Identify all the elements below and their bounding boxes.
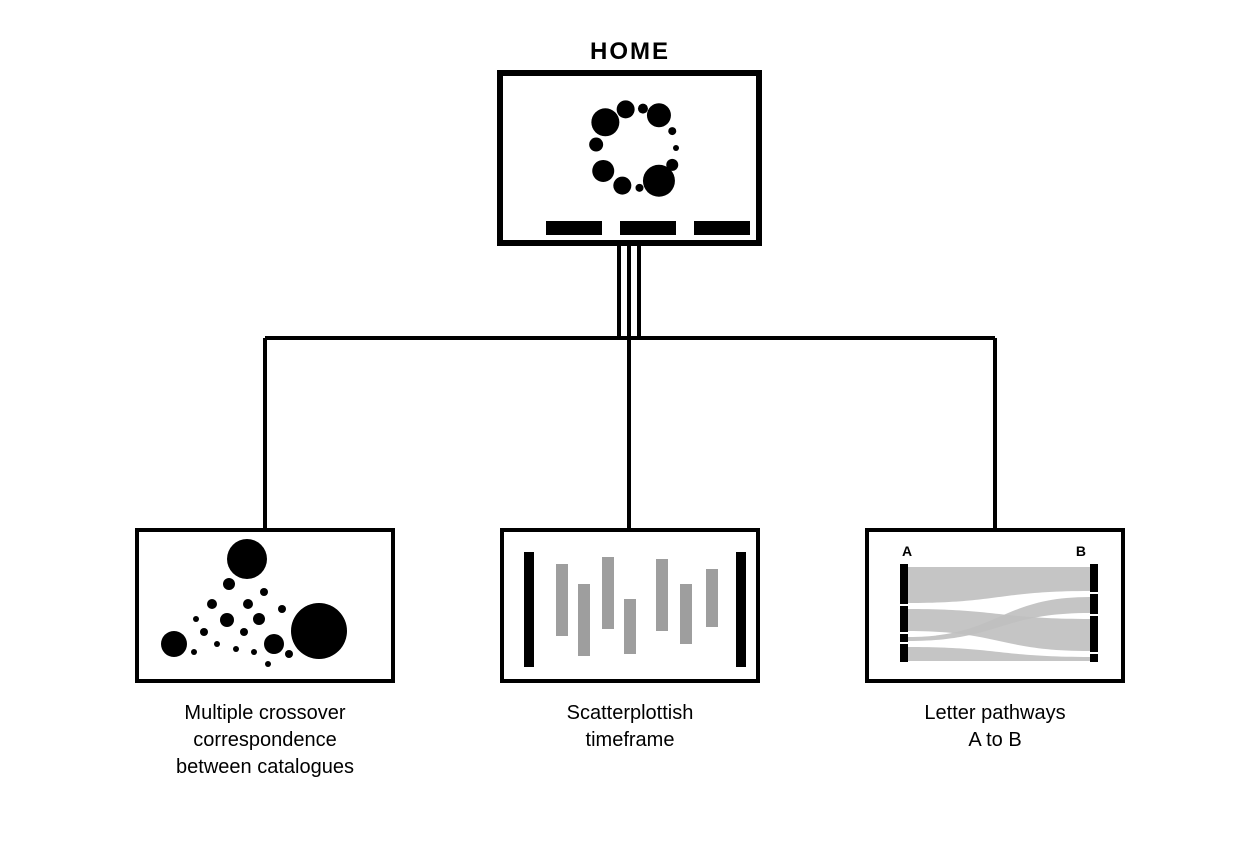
home-graphic: [503, 76, 768, 252]
bubbles-caption: Multiple crossovercorrespondencebetween …: [115, 700, 415, 781]
pathways-graphic: AB: [869, 532, 1129, 687]
bubbles-graphic: [139, 532, 399, 687]
timeframe-panel: [500, 528, 760, 683]
home-panel: [497, 70, 762, 246]
pathways-caption: Letter pathwaysA to B: [865, 700, 1125, 754]
pathways-panel: AB: [865, 528, 1125, 683]
svg-text:A: A: [902, 543, 912, 559]
bubbles-panel: [135, 528, 395, 683]
svg-text:B: B: [1076, 543, 1086, 559]
diagram-canvas: HOME Multiple crossovercorrespondencebet…: [0, 0, 1254, 850]
timeframe-caption: Scatterplottishtimeframe: [500, 700, 760, 754]
home-title: HOME: [495, 38, 765, 66]
timeframe-graphic: [504, 532, 764, 687]
